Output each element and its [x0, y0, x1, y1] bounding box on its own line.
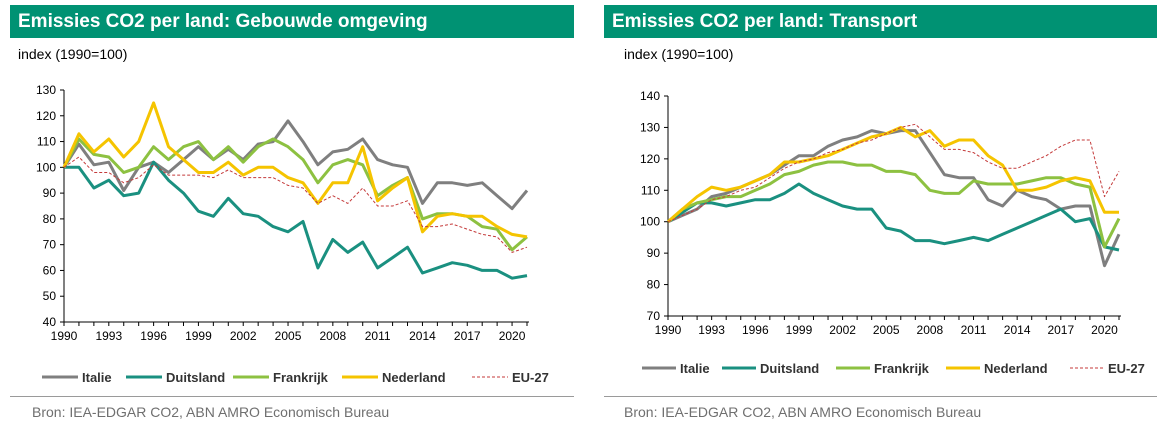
y-tick-label: 90 — [43, 186, 57, 200]
legend-label-eu-27: EU-27 — [1108, 361, 1145, 376]
legend-label-italie: Italie — [680, 361, 710, 376]
chart-title: Emissies CO2 per land: Gebouwde omgeving — [10, 5, 574, 38]
series-line-eu-27 — [667, 123, 1120, 223]
x-tick-label: 2011 — [365, 329, 391, 343]
legend-label-duitsland: Duitsland — [166, 370, 225, 385]
y-tick-label: 110 — [37, 135, 56, 149]
y-tick-label: 70 — [43, 238, 57, 252]
x-tick-label: 1990 — [51, 329, 78, 343]
x-tick-label: 1996 — [742, 323, 769, 337]
x-tick-label: 2005 — [275, 329, 302, 343]
legend-label-italie: Italie — [82, 370, 112, 385]
x-tick-label: 2020 — [1091, 323, 1118, 337]
series-line-eu-27 — [63, 156, 528, 253]
x-tick-label: 1993 — [95, 329, 122, 343]
y-tick-label: 140 — [640, 89, 660, 103]
x-tick-label: 2002 — [829, 323, 856, 337]
y-axis-label: index (1990=100) — [18, 46, 128, 62]
x-tick-label: 2005 — [873, 323, 900, 337]
chart-title: Emissies CO2 per land: Transport — [604, 5, 1157, 38]
y-tick-label: 40 — [43, 315, 57, 329]
y-tick-label: 130 — [36, 83, 56, 97]
y-tick-label: 80 — [647, 278, 661, 292]
divider — [10, 396, 574, 397]
series-line-italie — [667, 129, 1121, 268]
legend-label-eu-27: EU-27 — [512, 370, 549, 385]
x-tick-label: 2017 — [454, 329, 481, 343]
divider — [604, 396, 1157, 397]
y-tick-label: 60 — [43, 263, 57, 277]
y-tick-label: 80 — [43, 212, 57, 226]
x-tick-label: 1999 — [185, 329, 212, 343]
series-line-nederland — [667, 125, 1119, 223]
x-tick-label: 2014 — [409, 329, 436, 343]
series-line-nederland — [62, 101, 528, 239]
source-note: Bron: IEA-EDGAR CO2, ABN AMRO Economisch… — [32, 404, 390, 420]
y-tick-label: 90 — [647, 246, 661, 260]
legend-label-nederland: Nederland — [984, 361, 1048, 376]
y-tick-label: 70 — [647, 309, 661, 323]
series-line-duitsland — [667, 182, 1120, 252]
chart-panel-transport: 70 80 90 100 110 120 130 140 1990 1993 1996 1999 200… — [604, 0, 1157, 433]
series-line-frankrijk — [667, 160, 1121, 249]
y-tick-label: 50 — [43, 289, 57, 303]
y-tick-label: 100 — [640, 215, 660, 229]
x-tick-label: 2020 — [499, 329, 526, 343]
y-tick-label: 120 — [36, 109, 56, 123]
legend-label-frankrijk: Frankrijk — [273, 370, 329, 385]
x-tick-label: 1990 — [655, 323, 682, 337]
x-tick-label: 2008 — [917, 323, 944, 337]
y-tick-label: 110 — [641, 183, 660, 197]
line-chart-transport: 70 80 90 100 110 120 130 140 1990 1993 1996 1999 200… — [640, 89, 1145, 376]
chart-panel-gebouwde-omgeving: 40 50 60 70 80 90 100 110 120 130 1990 1993 1996 1999… — [10, 0, 574, 433]
x-tick-label: 1996 — [140, 329, 167, 343]
x-tick-label: 2017 — [1047, 323, 1074, 337]
series-line-duitsland — [64, 160, 528, 280]
legend-label-nederland: Nederland — [382, 370, 446, 385]
x-tick-label: 2008 — [319, 329, 346, 343]
y-axis-label: index (1990=100) — [624, 46, 734, 62]
legend-label-duitsland: Duitsland — [760, 361, 819, 376]
series-line-italie — [62, 119, 529, 211]
x-tick-label: 2002 — [230, 329, 257, 343]
y-tick-label: 120 — [640, 152, 660, 166]
y-tick-label: 130 — [640, 120, 660, 134]
x-tick-label: 1999 — [786, 323, 813, 337]
line-chart-gebouwde-omgeving: 40 50 60 70 80 90 100 110 120 130 1990 1993 1996 1999… — [36, 83, 549, 385]
x-tick-label: 2014 — [1004, 323, 1031, 337]
x-tick-label: 2011 — [961, 323, 987, 337]
y-tick-label: 100 — [36, 160, 56, 174]
x-tick-label: 1993 — [698, 323, 725, 337]
source-note: Bron: IEA-EDGAR CO2, ABN AMRO Economisch… — [624, 404, 982, 420]
legend-label-frankrijk: Frankrijk — [874, 361, 930, 376]
